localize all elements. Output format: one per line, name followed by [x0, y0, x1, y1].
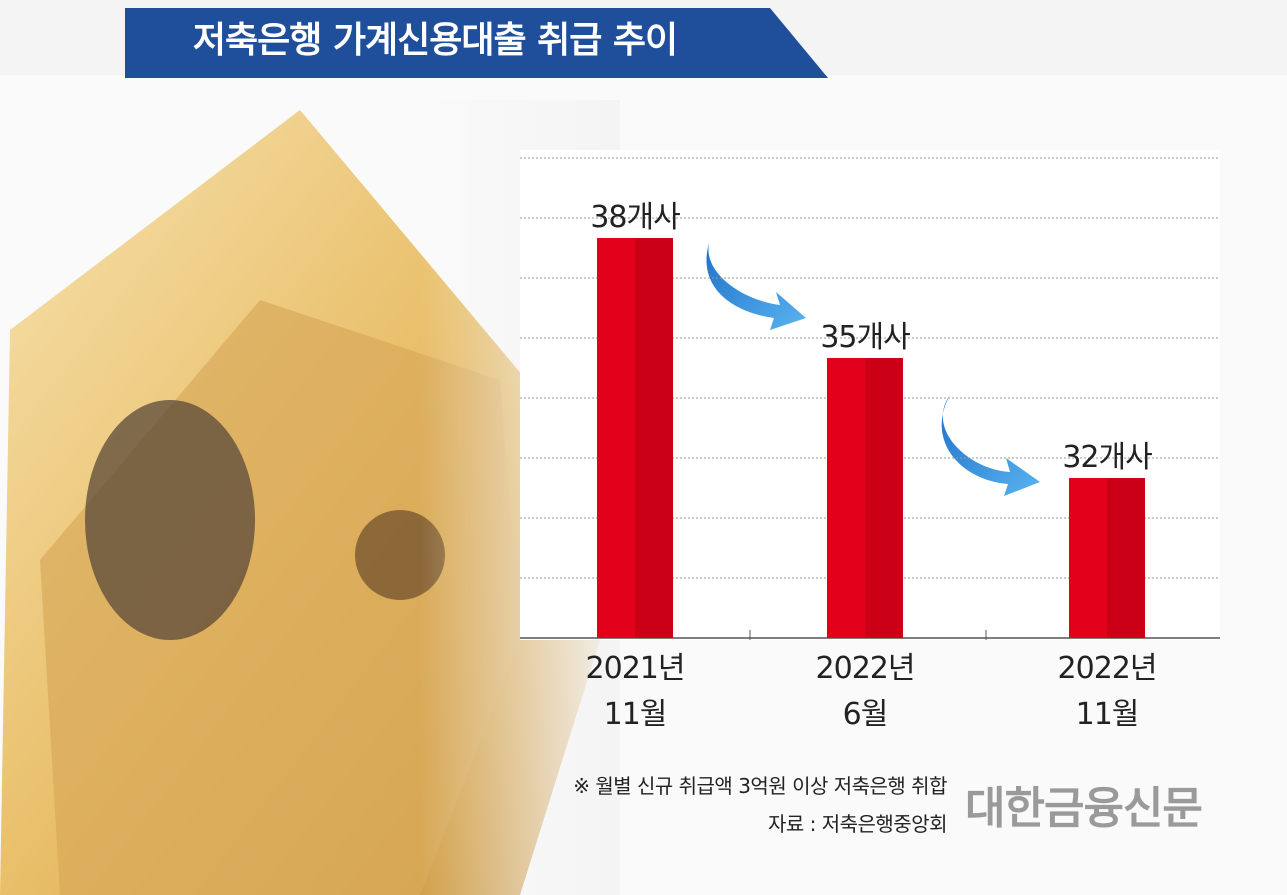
bar: [827, 358, 903, 638]
value-label: 38개사: [590, 200, 680, 235]
bar-shade: [1107, 478, 1145, 638]
x-tick-label: 2022년 6월: [815, 651, 916, 732]
footnote: ※ 월별 신규 취급액 3억원 이상 저축은행 취합: [573, 774, 947, 798]
source-note: 자료 : 저축은행중앙회: [767, 812, 948, 836]
chart-title: 저축은행 가계신용대출 취급 추이: [192, 20, 678, 61]
value-label: 32개사: [1062, 440, 1152, 475]
banknote-portrait: [85, 400, 255, 640]
trend-arrow: [941, 395, 1040, 496]
bar: [1069, 478, 1145, 638]
bar-shade: [635, 238, 673, 638]
x-tick-label: 2022년 11월: [1057, 651, 1158, 732]
publisher-logo: 대한금융신문: [965, 783, 1203, 834]
trend-arrow: [706, 240, 806, 330]
bar: [597, 238, 673, 638]
title-banner: [125, 8, 828, 78]
x-tick-label: 2021년 11월: [585, 651, 686, 732]
bar-shade: [865, 358, 903, 638]
value-label: 35개사: [820, 320, 910, 355]
